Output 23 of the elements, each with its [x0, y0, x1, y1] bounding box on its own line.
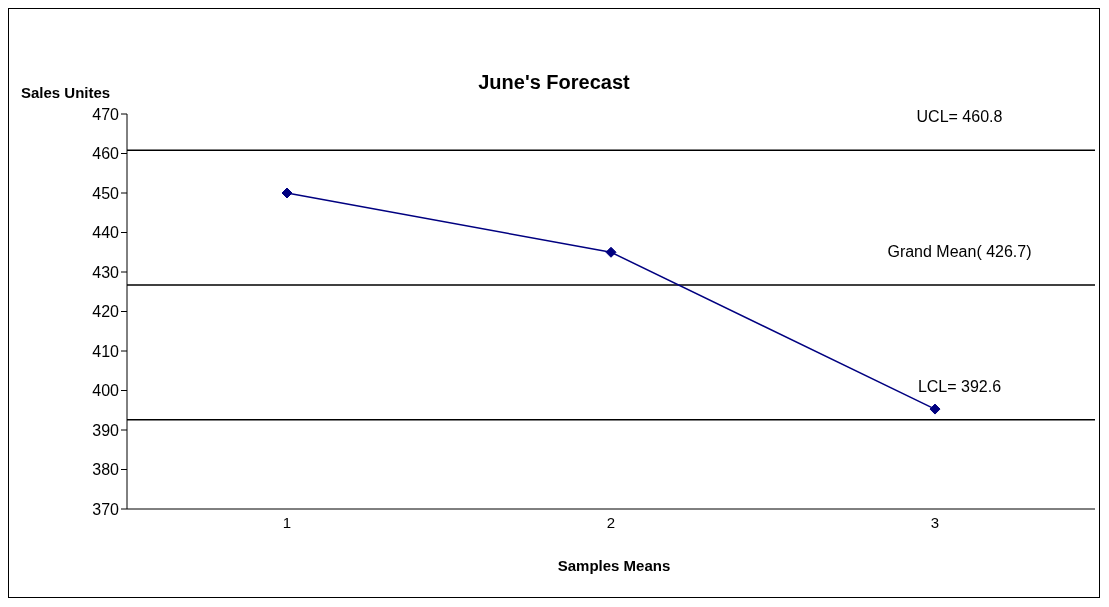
point: [281, 187, 293, 199]
y-tick-label: 440: [92, 224, 120, 242]
y-tick-label: 420: [92, 303, 120, 321]
y-tick-label: 370: [92, 500, 120, 518]
point: [605, 246, 617, 258]
ref-line-label: Grand Mean( 426.7): [887, 243, 1032, 261]
ref-line-label: LCL= 392.6: [917, 377, 1002, 395]
y-tick-label: 400: [92, 382, 120, 400]
y-tick-label: 450: [92, 184, 120, 202]
y-axis-title: Sales Unites: [21, 84, 111, 101]
y-tick-label: 470: [92, 105, 120, 123]
x-tick-label: 2: [606, 513, 616, 531]
y-tick-label: 410: [92, 342, 120, 360]
x-tick-label: 3: [930, 513, 940, 531]
y-tick-label: 380: [92, 461, 120, 479]
chart-title: June's Forecast: [478, 71, 630, 93]
y-tick-label: 460: [92, 145, 120, 163]
y-tick-label: 430: [92, 263, 120, 281]
ref-line-label: UCL= 460.8: [916, 108, 1003, 126]
point: [929, 403, 941, 415]
y-tick-label: 390: [92, 421, 120, 439]
x-axis-title: Samples Means: [556, 557, 672, 574]
x-tick-label: 1: [282, 513, 292, 531]
